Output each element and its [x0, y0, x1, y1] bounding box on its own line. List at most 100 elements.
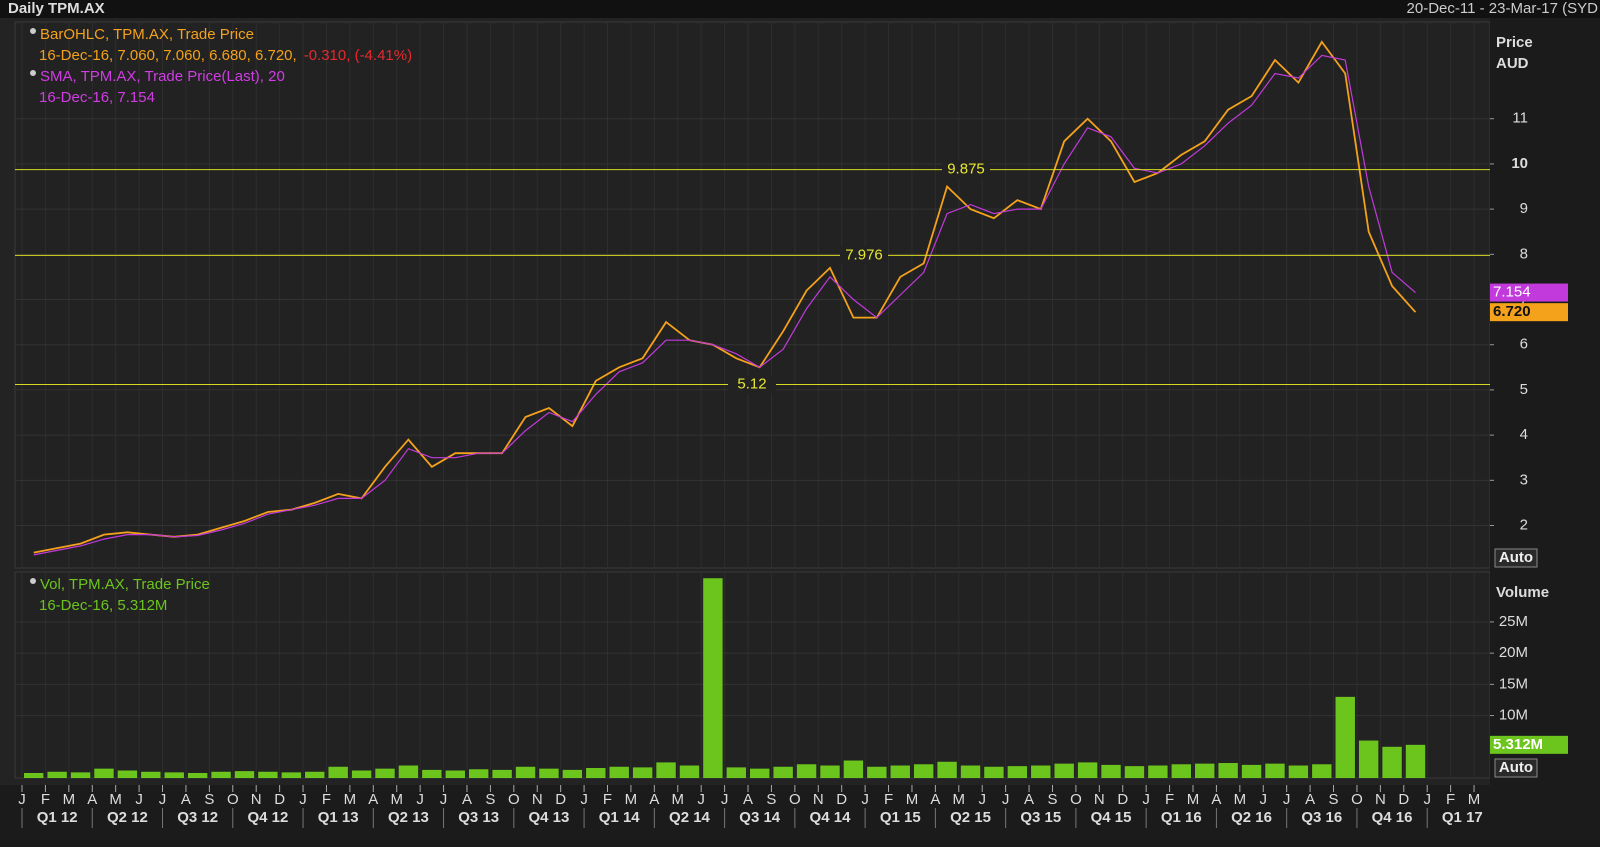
- x-tick-label: J: [1283, 791, 1291, 808]
- volume-bar: [211, 771, 231, 778]
- x-tick-label: A: [649, 791, 659, 808]
- x-tick-label: D: [1398, 791, 1409, 808]
- x-tick-label: F: [41, 791, 50, 808]
- volume-bar: [70, 772, 91, 778]
- auto-button-label[interactable]: Auto: [1499, 759, 1533, 776]
- y-tick-label: 9: [1520, 200, 1528, 217]
- volume-bar: [586, 768, 606, 778]
- quarter-label: Q1 16: [1161, 809, 1202, 826]
- x-tick-label: J: [580, 791, 588, 808]
- quarter-label: Q2 13: [388, 809, 429, 826]
- quarter-label: Q4 12: [247, 809, 288, 826]
- volume-bar: [609, 766, 629, 778]
- volume-bar: [328, 766, 348, 778]
- volume-bar: [445, 770, 465, 778]
- x-tick-label: N: [532, 791, 543, 808]
- volume-bar: [679, 765, 700, 778]
- x-tick-label: N: [251, 791, 262, 808]
- x-tick-label: A: [181, 791, 191, 808]
- legend-text: 16-Dec-16, 5.312M: [39, 597, 167, 614]
- volume-bar: [258, 771, 278, 778]
- y-axis-title: Volume: [1496, 584, 1549, 601]
- volume-bar: [422, 769, 442, 778]
- x-tick-label: J: [861, 791, 869, 808]
- x-tick-label: S: [1047, 791, 1057, 808]
- volume-bar: [515, 766, 536, 778]
- hline-label: 5.12: [737, 375, 766, 392]
- x-tick-label: J: [416, 791, 424, 808]
- x-tick-label: D: [836, 791, 847, 808]
- price-line: [33, 54, 1416, 556]
- volume-bar: [1124, 766, 1145, 778]
- legend-bullet: [30, 28, 36, 34]
- volume-bar: [562, 769, 583, 778]
- volume-bar: [539, 768, 559, 778]
- x-axis-strip: [0, 785, 1490, 842]
- x-tick-label: J: [1423, 791, 1431, 808]
- auto-button[interactable]: [1494, 758, 1538, 778]
- quarter-label: Q1 13: [318, 809, 359, 826]
- auto-button[interactable]: [1494, 548, 1538, 568]
- x-tick-label: D: [274, 791, 285, 808]
- volume-bar: [1007, 766, 1028, 778]
- x-tick-label: J: [440, 791, 448, 808]
- legend-change: -0.310, (-4.41%): [304, 47, 412, 64]
- x-tick-label: J: [299, 791, 307, 808]
- hline-label-bg: [942, 160, 990, 179]
- last-value-box: [1490, 735, 1568, 754]
- volume-bar: [305, 771, 325, 778]
- last-value-label: 6.720: [1493, 303, 1531, 320]
- x-tick-label: J: [135, 791, 143, 808]
- volume-bar: [843, 760, 864, 778]
- x-tick-label: M: [109, 791, 122, 808]
- x-tick-label: N: [1094, 791, 1105, 808]
- header-title: Daily TPM.AX: [8, 0, 105, 17]
- x-tick-label: M: [1234, 791, 1247, 808]
- volume-bar: [141, 771, 161, 778]
- quarter-label: Q1 15: [880, 809, 921, 826]
- volume-bar: [1054, 763, 1074, 778]
- last-value-label: 7.154: [1493, 284, 1531, 301]
- volume-bar: [1265, 763, 1285, 778]
- legend-bullet: [30, 578, 36, 584]
- x-tick-label: A: [368, 791, 378, 808]
- auto-button-label[interactable]: Auto: [1499, 549, 1533, 566]
- quarter-label: Q4 13: [529, 809, 570, 826]
- volume-bar: [937, 761, 957, 778]
- header-range: 20-Dec-11 - 23-Mar-17 (SYD: [1407, 0, 1599, 17]
- volume-bar: [703, 578, 723, 778]
- x-tick-label: A: [930, 791, 940, 808]
- last-value-box: [1490, 303, 1568, 322]
- x-tick-label: F: [603, 791, 612, 808]
- volume-bar: [1288, 765, 1309, 778]
- hline-label-bg: [728, 375, 776, 394]
- quarter-label: Q3 14: [739, 809, 781, 826]
- x-tick-label: A: [743, 791, 753, 808]
- y-tick-label: 10: [1511, 155, 1528, 172]
- hline-label-bg: [840, 246, 888, 265]
- x-tick-label: M: [344, 791, 357, 808]
- x-tick-label: S: [485, 791, 495, 808]
- legend-text: Vol, TPM.AX, Trade Price: [40, 576, 210, 593]
- volume-bar: [468, 769, 489, 778]
- y-tick-label: 4: [1520, 426, 1528, 443]
- x-tick-label: M: [1468, 791, 1481, 808]
- x-tick-label: A: [87, 791, 97, 808]
- quarter-label: Q1 14: [599, 809, 641, 826]
- x-tick-label: J: [721, 791, 729, 808]
- legend-text: BarOHLC, TPM.AX, Trade Price: [40, 26, 254, 43]
- x-tick-label: M: [953, 791, 966, 808]
- x-tick-label: J: [1260, 791, 1268, 808]
- x-tick-label: S: [204, 791, 214, 808]
- y-tick-label: 2: [1520, 516, 1528, 533]
- y-tick-label: 8: [1520, 245, 1528, 262]
- x-tick-label: N: [813, 791, 824, 808]
- y-tick-label: 5: [1520, 381, 1528, 398]
- volume-bar: [47, 771, 67, 778]
- volume-bar: [117, 770, 138, 778]
- x-tick-label: A: [1024, 791, 1034, 808]
- axis-strip: [1490, 18, 1600, 842]
- x-tick-label: D: [1117, 791, 1128, 808]
- volume-bar: [281, 772, 302, 778]
- x-tick-label: J: [159, 791, 167, 808]
